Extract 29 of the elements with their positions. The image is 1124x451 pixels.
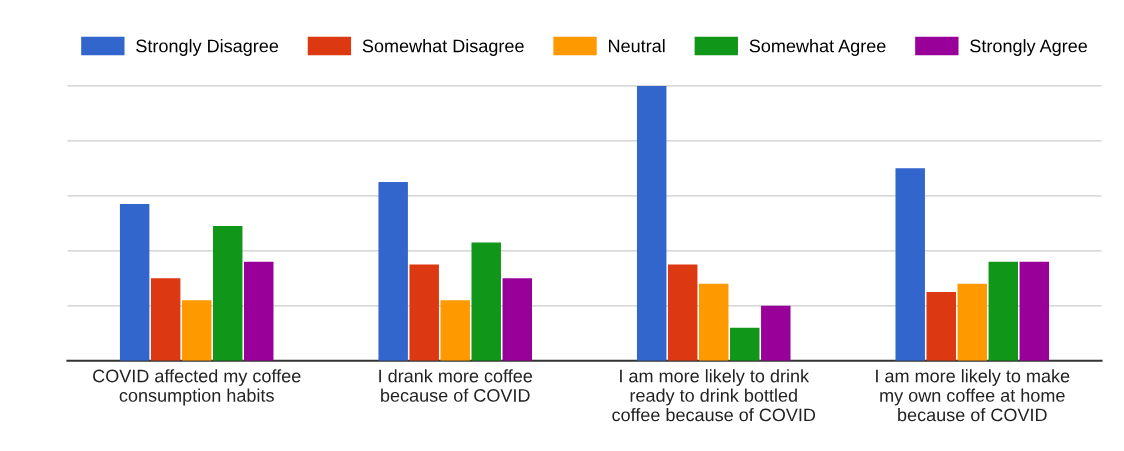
bar — [988, 261, 1019, 361]
bar — [440, 300, 470, 361]
bar — [150, 278, 181, 361]
bar — [212, 226, 243, 361]
x-tick-label: I drank more coffee because of COVID — [379, 369, 533, 402]
bar — [244, 261, 274, 361]
x-tick-label: I am more likely to make my own coffee at home because of COVID — [876, 369, 1070, 422]
bar — [957, 283, 987, 361]
bar — [761, 305, 791, 361]
bar — [895, 168, 925, 361]
bar — [409, 264, 439, 361]
legend-label: Strongly Disagree — [136, 39, 279, 56]
legend-label: Strongly Agree — [970, 39, 1087, 56]
bar — [926, 292, 956, 361]
bar — [471, 242, 501, 361]
legend-label: Somewhat Agree — [749, 39, 886, 56]
bar — [730, 327, 760, 361]
bar — [502, 278, 532, 361]
bar — [119, 204, 150, 361]
bar — [636, 85, 667, 361]
x-tick-label: COVID affected my coffee consumption habits — [93, 369, 301, 406]
legend-label: Neutral — [609, 39, 665, 53]
bar — [699, 283, 729, 361]
bar — [181, 300, 212, 361]
legend-label: Somewhat Disagree — [362, 39, 524, 56]
bar — [1019, 261, 1050, 361]
x-tick-label: I am more likely to drink ready to drink bottled coffee because of COVID — [612, 369, 816, 422]
bar — [378, 182, 408, 361]
bar — [667, 264, 698, 361]
